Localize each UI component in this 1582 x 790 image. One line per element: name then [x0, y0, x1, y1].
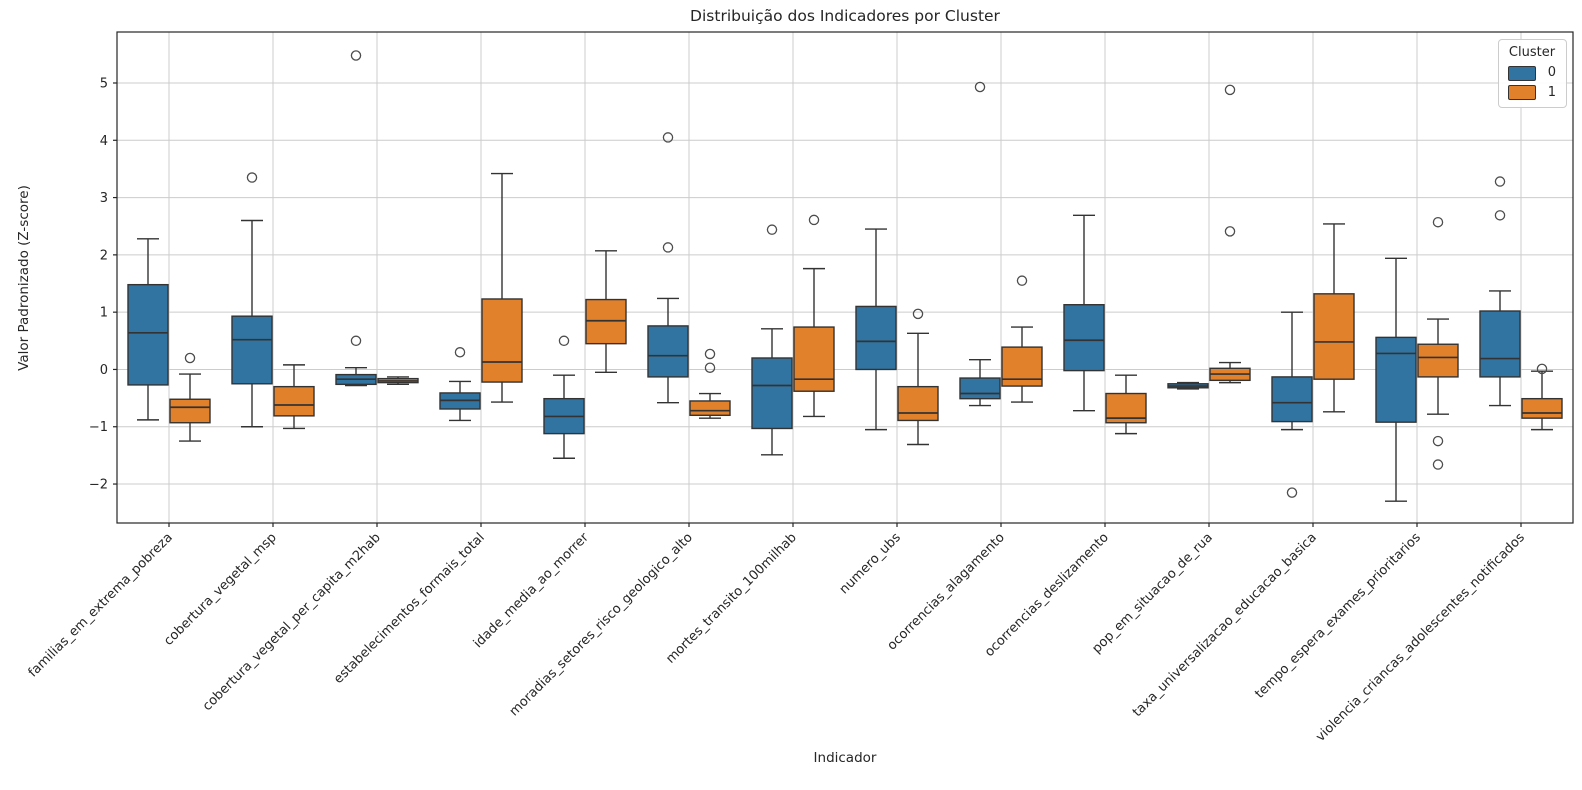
x-axis-label: Indicador — [813, 750, 877, 766]
outlier-point — [246, 172, 258, 183]
outlier-point — [1494, 210, 1506, 221]
outlier-point — [808, 214, 820, 226]
y-tick-label: 3 — [100, 191, 108, 206]
box-cluster0 — [1375, 336, 1417, 423]
outlier-point — [350, 335, 362, 347]
legend-title: Cluster — [1508, 45, 1556, 60]
box-cluster1 — [273, 385, 315, 417]
box-cluster1 — [481, 298, 523, 383]
outlier-point — [558, 335, 570, 347]
legend-entry-cluster0: 0 — [1508, 65, 1556, 81]
outlier-point — [1016, 275, 1028, 286]
outlier-point — [454, 347, 466, 358]
y-tick-label: −2 — [89, 478, 108, 493]
outlier-point — [1494, 176, 1506, 187]
outlier-point — [766, 224, 778, 235]
outlier-point — [1536, 363, 1548, 375]
box-cluster1 — [1521, 397, 1563, 419]
outlier-point — [662, 242, 674, 253]
box-cluster0 — [127, 283, 169, 386]
outlier-point — [974, 81, 986, 93]
box-cluster1 — [1417, 343, 1459, 378]
chart-title: Distribuição dos Indicadores por Cluster — [690, 7, 1000, 25]
plot-border — [116, 31, 1574, 524]
box-cluster0 — [647, 325, 689, 378]
y-tick-label: 0 — [100, 363, 108, 378]
box-cluster0 — [751, 357, 793, 430]
box-cluster1 — [585, 298, 627, 345]
box-cluster0 — [855, 305, 897, 371]
y-axis-label: Valor Padronizado (Z-score) — [16, 185, 32, 371]
box-cluster1 — [897, 385, 939, 422]
legend-label-cluster1: 1 — [1547, 84, 1556, 100]
outlier-point — [912, 308, 924, 320]
box-cluster0 — [1271, 376, 1313, 423]
box-cluster1 — [169, 398, 211, 424]
box-cluster0 — [1063, 304, 1105, 372]
y-tick-label: 1 — [100, 306, 108, 321]
box-cluster0 — [231, 315, 273, 385]
outlier-point — [1224, 226, 1236, 237]
legend-swatch-cluster0 — [1508, 65, 1536, 81]
y-tick-label: 4 — [100, 134, 108, 149]
box-cluster0 — [959, 377, 1001, 400]
y-tick-label: −1 — [89, 420, 108, 435]
outlier-point — [1224, 84, 1236, 96]
legend-label-cluster0: 0 — [1547, 65, 1556, 81]
box-cluster0 — [1479, 310, 1521, 378]
legend: Cluster 0 1 — [1498, 39, 1567, 108]
outlier-point — [704, 348, 716, 360]
outlier-point — [662, 132, 674, 143]
outlier-point — [704, 362, 716, 373]
outlier-point — [1432, 216, 1444, 228]
box-cluster1 — [1001, 346, 1043, 387]
box-cluster1 — [689, 400, 731, 416]
outlier-point — [1432, 435, 1444, 447]
outlier-point — [1286, 487, 1298, 498]
box-cluster1 — [1313, 293, 1355, 380]
outlier-point — [184, 352, 196, 364]
legend-entry-cluster1: 1 — [1508, 85, 1556, 101]
legend-swatch-cluster1 — [1508, 85, 1536, 101]
outlier-point — [350, 50, 362, 61]
outlier-point — [1432, 459, 1444, 470]
y-tick-label: 2 — [100, 248, 108, 263]
y-tick-label: 5 — [100, 76, 108, 91]
box-cluster1 — [793, 326, 835, 392]
